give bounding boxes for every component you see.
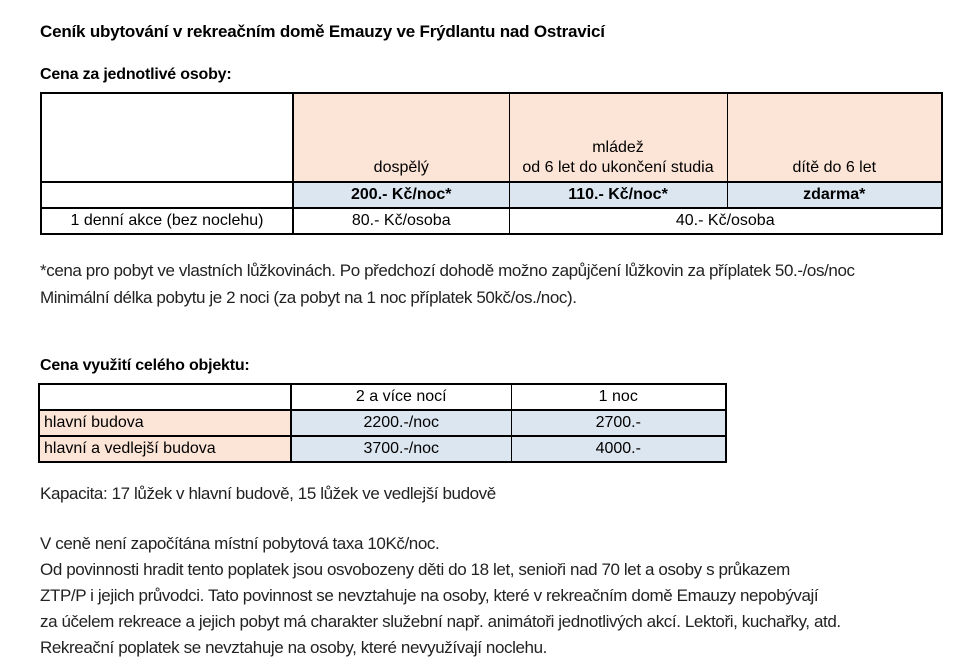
- capacity-line: Kapacita: 17 lůžek v hlavní budově, 15 l…: [40, 484, 496, 503]
- day-event-adult-price: 80.- Kč/osoba: [292, 207, 510, 235]
- header-cell-youth: mládež od 6 let do ukončení studia: [508, 92, 728, 183]
- tax-paragraph-line5: Rekreační poplatek se nevztahuje na osob…: [40, 638, 547, 657]
- building-row-both-one-night-price: 4000.-: [510, 435, 727, 463]
- persons-price-table: dospělý mládež od 6 let do ukončení stud…: [40, 92, 943, 235]
- tax-paragraph: V ceně není započítána místní pobytová t…: [40, 531, 841, 661]
- building-table-row-main: hlavní budova 2200.-/noc 2700.-: [38, 409, 727, 437]
- building-row-both-two-plus-price: 3700.-/noc: [290, 435, 512, 463]
- header-cell-youth-line2: od 6 let do ukončení studia: [522, 159, 714, 176]
- building-row-main-label: hlavní budova: [38, 409, 292, 437]
- building-row-both-label: hlavní a vedlejší budova: [38, 435, 292, 463]
- bedding-note: *cena pro pobyt ve vlastních lůžkovinách…: [40, 257, 855, 311]
- persons-table-header-row: dospělý mládež od 6 let do ukončení stud…: [40, 92, 943, 183]
- tax-paragraph-line4: za účelem rekreace a jejich pobyt má cha…: [40, 612, 841, 631]
- tax-paragraph-line2: Od povinnosti hradit tento poplatek jsou…: [40, 560, 790, 579]
- building-header-two-plus-nights: 2 a více nocí: [290, 383, 512, 411]
- price-cell-adult: 200.- Kč/noc*: [292, 181, 510, 209]
- bedding-note-line2: Minimální délka pobytu je 2 noci (za pob…: [40, 288, 577, 307]
- price-cell-youth: 110.- Kč/noc*: [508, 181, 728, 209]
- building-section-heading: Cena využití celého objektu:: [40, 357, 250, 374]
- page-title: Ceník ubytování v rekreačním domě Emauzy…: [40, 22, 605, 41]
- price-cell-empty: [40, 181, 294, 209]
- building-row-main-one-night-price: 2700.-: [510, 409, 727, 437]
- building-table-header-row: 2 a více nocí 1 noc: [38, 383, 727, 411]
- header-cell-adult: dospělý: [292, 92, 510, 183]
- building-row-main-two-plus-price: 2200.-/noc: [290, 409, 512, 437]
- tax-paragraph-line1: V ceně není započítána místní pobytová t…: [40, 534, 440, 553]
- price-cell-child: zdarma*: [726, 181, 943, 209]
- day-event-label: 1 denní akce (bez noclehu): [40, 207, 294, 235]
- bedding-note-line1: *cena pro pobyt ve vlastních lůžkovinách…: [40, 261, 855, 280]
- building-header-one-night: 1 noc: [510, 383, 727, 411]
- tax-paragraph-line3: ZTP/P i jejich průvodci. Tato povinnost …: [40, 586, 819, 605]
- building-price-table: 2 a více nocí 1 noc hlavní budova 2200.-…: [38, 383, 727, 463]
- day-event-youth-child-price: 40.- Kč/osoba: [508, 207, 943, 235]
- building-table-row-main-and-side: hlavní a vedlejší budova 3700.-/noc 4000…: [38, 435, 727, 463]
- header-cell-empty: [40, 92, 294, 183]
- persons-table-day-event-row: 1 denní akce (bez noclehu) 80.- Kč/osoba…: [40, 207, 943, 235]
- persons-section-heading: Cena za jednotlivé osoby:: [40, 66, 232, 83]
- building-header-empty: [38, 383, 292, 411]
- persons-table-price-row: 200.- Kč/noc* 110.- Kč/noc* zdarma*: [40, 181, 943, 209]
- header-cell-youth-line1: mládež: [592, 139, 644, 156]
- header-cell-child: dítě do 6 let: [726, 92, 943, 183]
